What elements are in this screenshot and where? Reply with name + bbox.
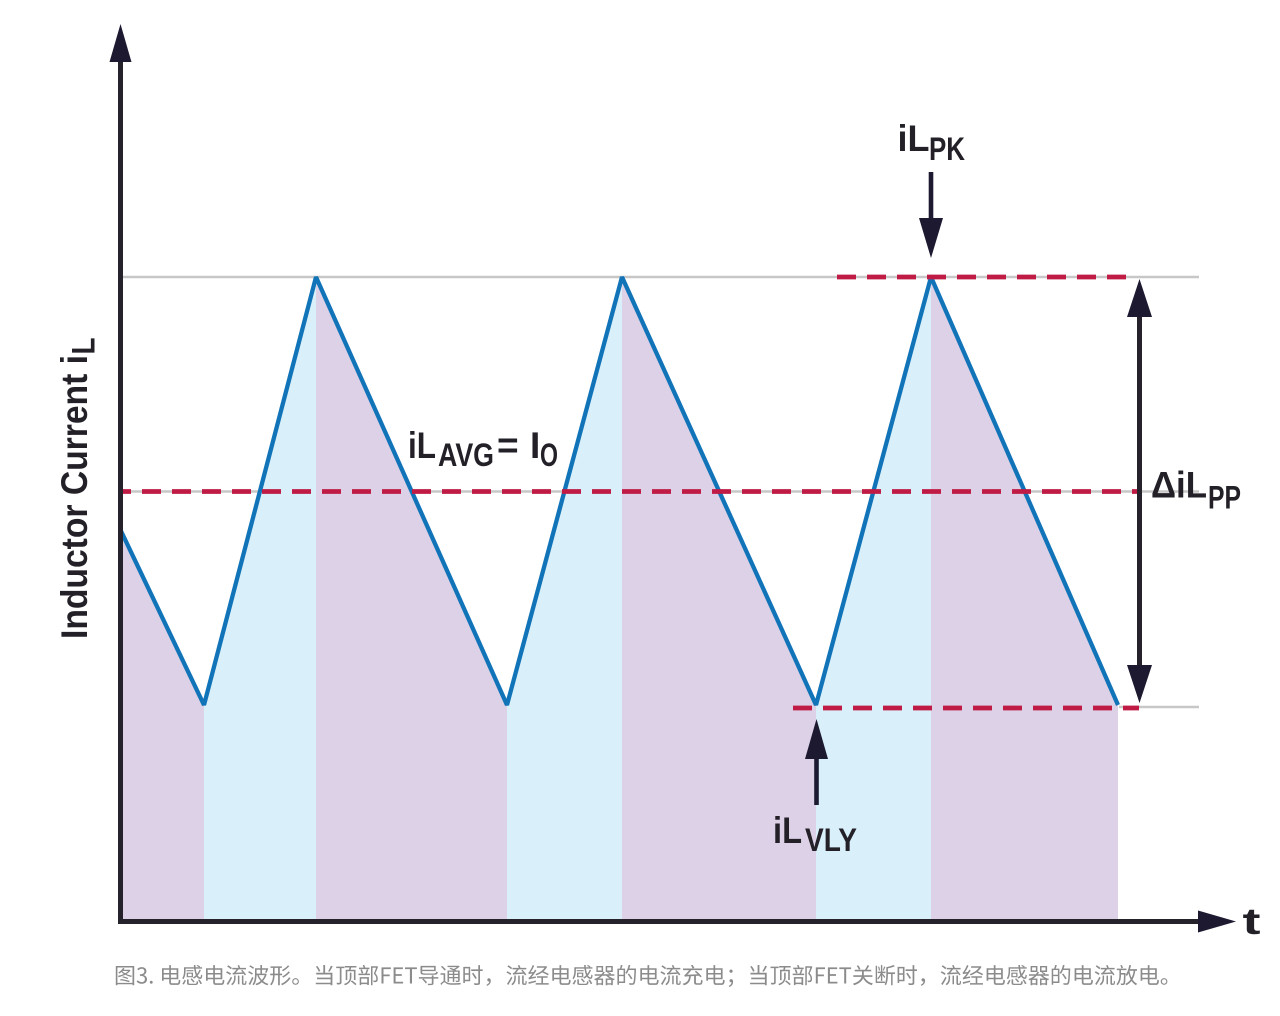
svg-text:I: I xyxy=(530,425,540,466)
svg-text:iL: iL xyxy=(773,810,802,851)
svg-text:L: L xyxy=(66,338,102,355)
svg-text:Inductor Current i: Inductor Current i xyxy=(54,355,95,639)
svg-text:VLY: VLY xyxy=(805,822,857,858)
svg-text:ΔiL: ΔiL xyxy=(1151,465,1207,506)
svg-text:t: t xyxy=(1243,901,1261,942)
svg-text:=: = xyxy=(497,425,519,466)
svg-text:PP: PP xyxy=(1208,480,1241,516)
svg-text:iL: iL xyxy=(408,425,436,466)
svg-text:O: O xyxy=(540,437,558,473)
svg-text:PK: PK xyxy=(929,131,965,167)
svg-text:iL: iL xyxy=(898,118,930,159)
svg-text:AVG: AVG xyxy=(438,437,494,473)
